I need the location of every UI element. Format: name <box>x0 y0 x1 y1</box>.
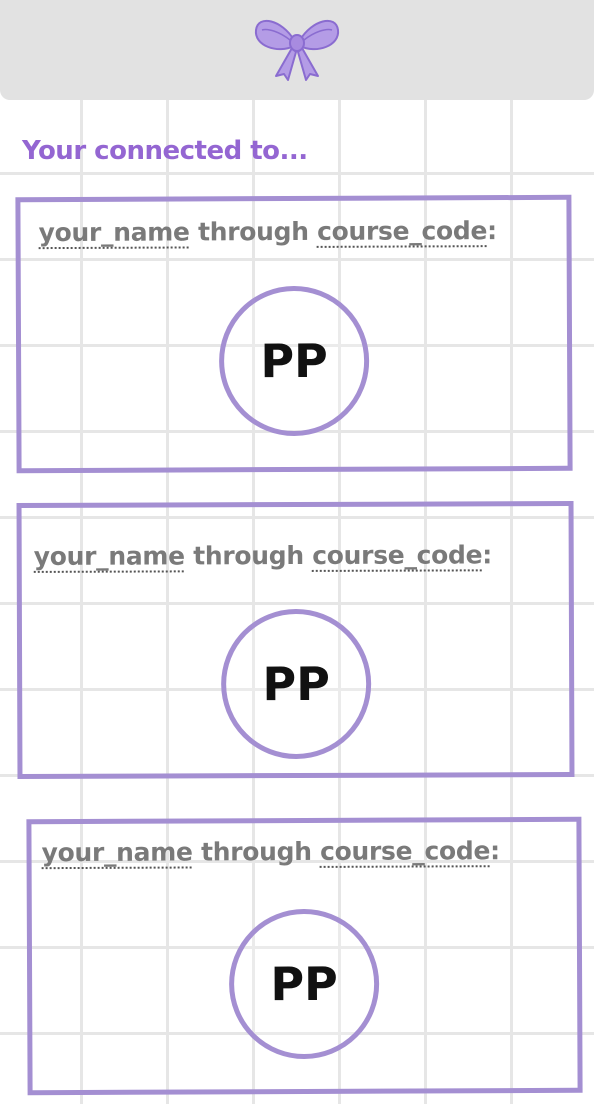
label-suffix: : <box>490 836 500 866</box>
name-placeholder: your_name <box>38 217 190 248</box>
connection-card[interactable]: your_name through course_code: PP <box>26 816 583 1096</box>
connector-text: through <box>193 540 304 571</box>
header-bar <box>0 0 594 100</box>
connector-text: through <box>197 216 309 247</box>
avatar[interactable]: PP <box>220 608 372 760</box>
connection-label: your_name through course_code: <box>41 836 499 867</box>
course-placeholder: course_code <box>320 836 491 866</box>
course-placeholder: course_code <box>312 540 483 570</box>
name-placeholder: your_name <box>33 541 185 571</box>
label-suffix: : <box>482 540 493 570</box>
avatar[interactable]: PP <box>218 285 370 437</box>
connection-card[interactable]: your_name through course_code: PP <box>15 194 573 474</box>
connection-label: your_name through course_code: <box>38 216 496 247</box>
bow-icon <box>254 20 340 81</box>
connector-text: through <box>200 836 312 867</box>
course-placeholder: course_code <box>317 216 488 246</box>
connection-card[interactable]: your_name through course_code: PP <box>16 501 575 779</box>
label-suffix: : <box>487 216 497 246</box>
name-placeholder: your_name <box>41 837 193 868</box>
page-title: Your connected to... <box>22 136 308 166</box>
avatar[interactable]: PP <box>228 908 380 1060</box>
connection-label: your_name through course_code: <box>34 540 492 571</box>
